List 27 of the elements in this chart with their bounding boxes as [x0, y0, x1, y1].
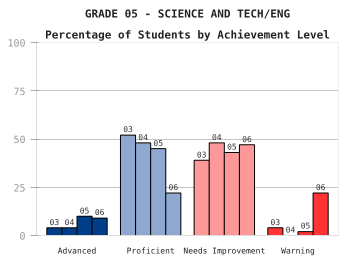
y-tick-label: 0 — [19, 232, 26, 242]
text: 05 — [153, 138, 164, 148]
y-tick-label: 50 — [13, 135, 26, 146]
y-tick-label: 25 — [13, 183, 26, 194]
text: 03 — [270, 218, 280, 227]
text: 04 — [138, 132, 148, 142]
text: 06 — [316, 183, 326, 192]
text: 03 — [50, 218, 60, 227]
x-tick-label: Proficient — [126, 246, 175, 256]
series-label: 05 — [80, 206, 90, 216]
x-tick-label: Warning — [281, 246, 316, 256]
series-label: 04 — [64, 218, 74, 227]
text: 06 — [168, 183, 178, 192]
y-tick-label: 75 — [13, 86, 26, 98]
chart-title: GRADE 05 - SCIENCE AND TECH/ENG — [84, 8, 291, 20]
y-tick-label: 100 — [7, 38, 26, 50]
text: 05 — [227, 142, 237, 152]
text: 03 — [196, 150, 207, 160]
x-tick-label: Advanced — [58, 246, 96, 256]
x-tick-label: Needs Improvement — [183, 246, 266, 256]
text: 04 — [286, 226, 296, 235]
series-label: 06 — [94, 208, 105, 218]
text: 05 — [300, 222, 310, 231]
text: 04 — [212, 132, 222, 142]
text: 06 — [242, 134, 252, 144]
series-label: 03 — [123, 125, 134, 134]
chart-subtitle: Percentage of Students by Achievement Level — [45, 28, 330, 42]
